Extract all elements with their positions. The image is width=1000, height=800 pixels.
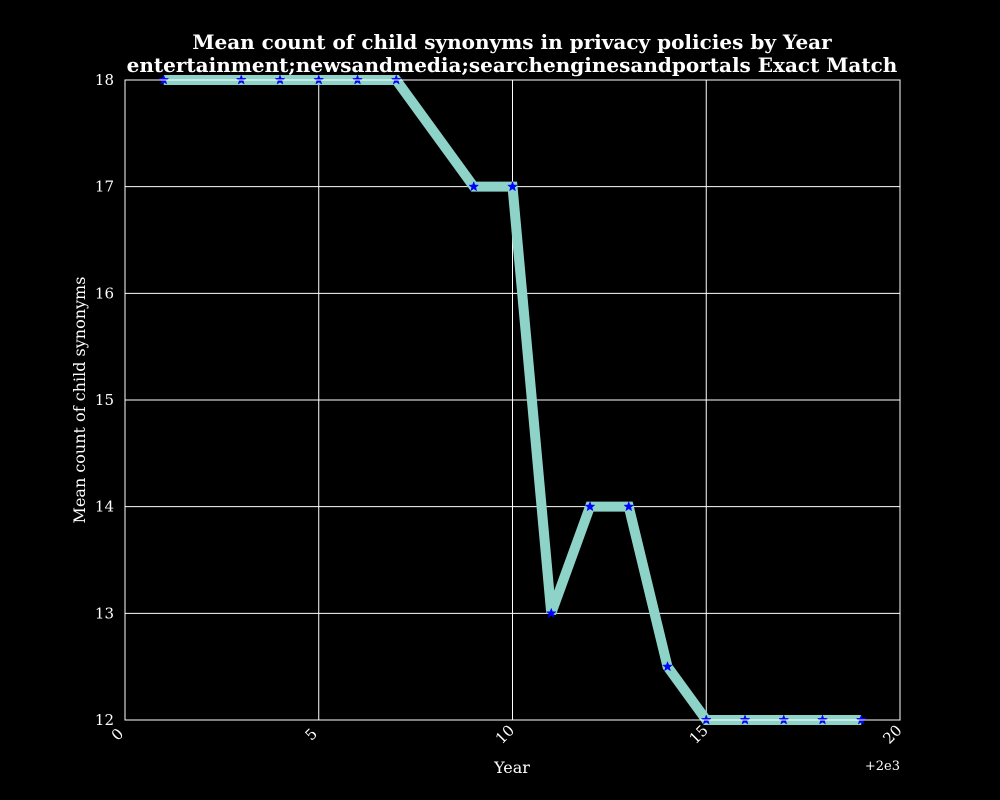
y-tick-label: 16	[95, 284, 114, 302]
data-point-marker	[623, 500, 635, 512]
chart-title-line-2: entertainment;newsandmedia;searchengines…	[127, 53, 898, 77]
x-tick-label: 20	[879, 721, 905, 747]
y-tick-label: 17	[95, 178, 114, 196]
y-tick-label: 14	[95, 498, 114, 516]
x-axis-offset-label: +2e3	[865, 759, 900, 774]
x-axis-label: Year	[493, 758, 530, 777]
data-point-marker	[545, 607, 557, 618]
y-tick-label: 15	[95, 391, 114, 409]
x-tick-label: 15	[686, 721, 712, 747]
y-tick-label: 13	[95, 604, 114, 622]
y-axis-label: Mean count of child synonyms	[70, 277, 89, 524]
grid-lines	[124, 79, 901, 721]
data-point-marker	[468, 180, 480, 192]
y-tick-label: 18	[95, 71, 114, 89]
x-tick-label: 5	[301, 725, 320, 744]
y-tick-label: 12	[95, 711, 114, 729]
chart-title-line-1: Mean count of child synonyms in privacy …	[192, 30, 832, 54]
x-tick-label: 10	[492, 721, 518, 747]
plot-area-frame	[124, 79, 901, 721]
data-point-marker	[584, 500, 596, 512]
data-point-marker	[507, 180, 518, 192]
data-point-marker	[662, 660, 673, 672]
